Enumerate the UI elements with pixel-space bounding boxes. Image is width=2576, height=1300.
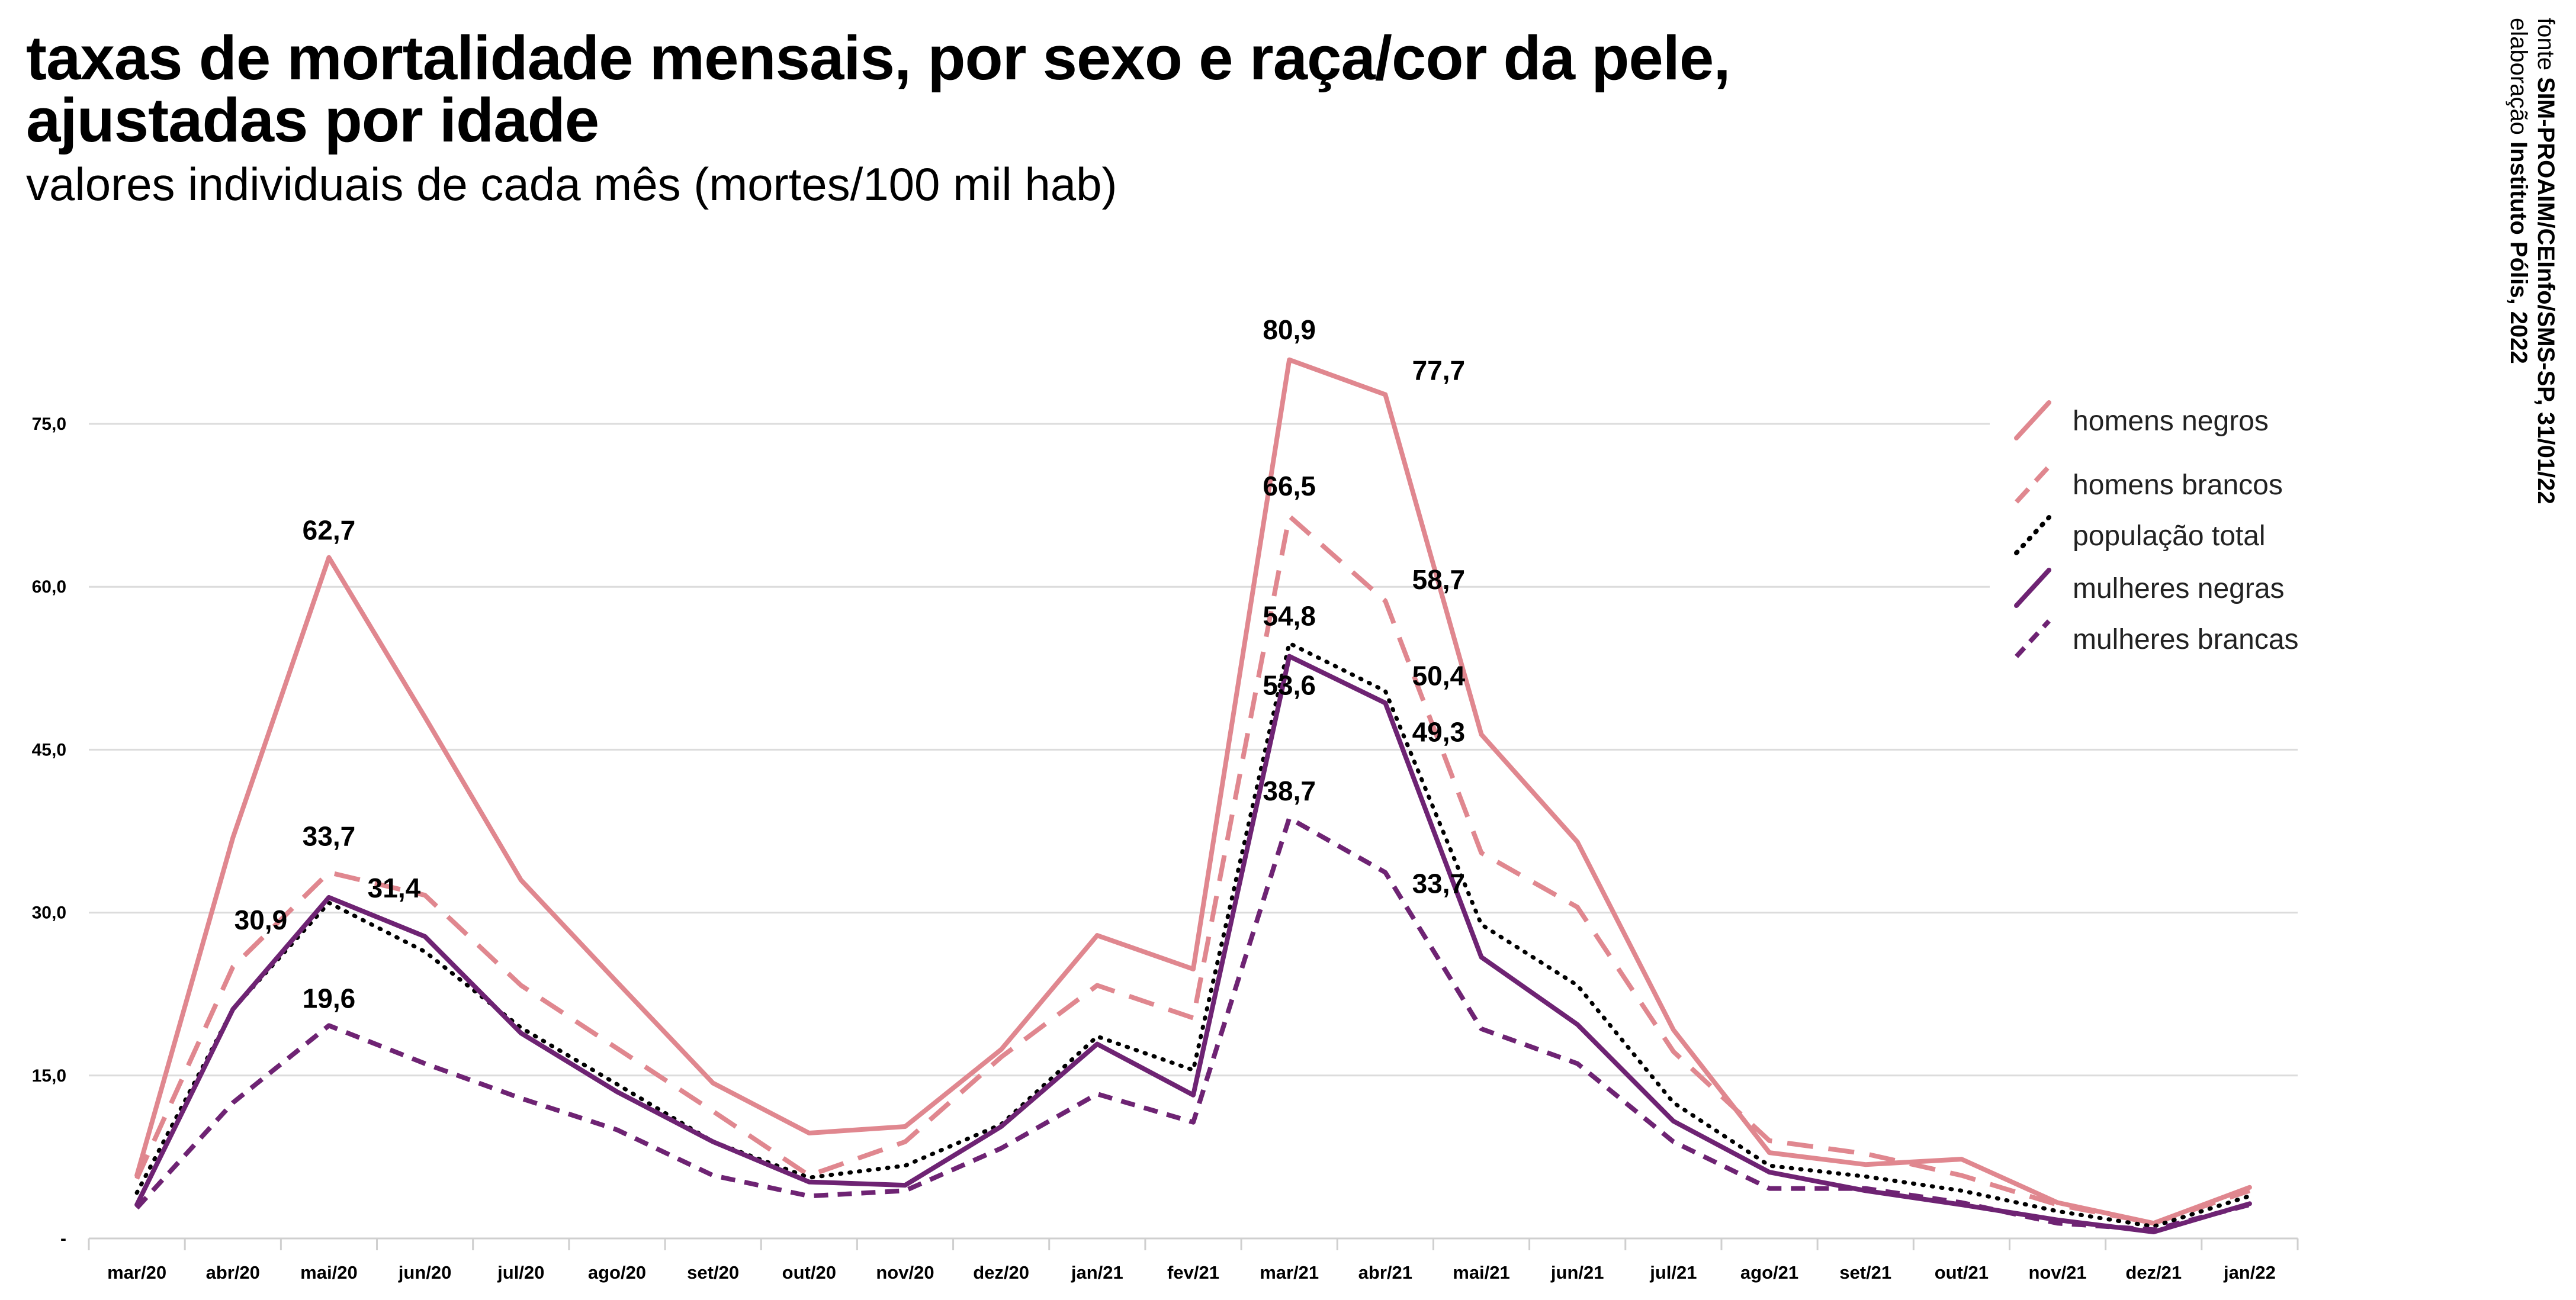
data-label: 38,7 <box>1263 776 1316 806</box>
x-tick-label: mai/21 <box>1453 1262 1510 1283</box>
legend-label: população total <box>2073 520 2266 552</box>
x-tick-label: abr/20 <box>206 1262 260 1283</box>
chart-subtitle: valores individuais de cada mês (mortes/… <box>26 158 1117 210</box>
x-tick-label: mar/20 <box>107 1262 166 1283</box>
title-line-2: ajustadas por idade <box>26 86 599 155</box>
legend: homens negros homens brancos população tot… <box>2014 400 2299 658</box>
legend-label: mulheres brancas <box>2073 624 2299 655</box>
series-line-homens-brancos <box>134 513 2251 1226</box>
y-axis: - 15,0 30,0 45,0 60,0 75,0 <box>32 414 66 1248</box>
x-tick-label: mai/20 <box>300 1262 358 1283</box>
x-tick-label: nov/20 <box>876 1262 934 1283</box>
data-label: 62,7 <box>303 515 356 546</box>
data-label: 77,7 <box>1412 355 1466 385</box>
credit-value: Instituto Pólis, 2022 <box>2506 141 2532 364</box>
legend-label: homens brancos <box>2073 469 2283 501</box>
x-tick-label: set/21 <box>1839 1262 1891 1283</box>
source-value: SIM-PROAIM/CEInfo/SMS-SP, 31/01/22 <box>2533 77 2559 504</box>
x-tick-label: jan/22 <box>2223 1262 2276 1283</box>
series-lines <box>134 357 2252 1234</box>
x-tick-label: mar/21 <box>1260 1262 1319 1283</box>
legend-swatch <box>2014 400 2051 440</box>
x-tick-label: jun/21 <box>1550 1262 1604 1283</box>
x-tick-label: dez/21 <box>2125 1262 2182 1283</box>
data-label: 53,6 <box>1263 670 1316 701</box>
x-tick-label: out/21 <box>1935 1262 1989 1283</box>
y-tick-label: 60,0 <box>32 577 66 597</box>
x-tick-label: dez/20 <box>973 1262 1029 1283</box>
data-label: 19,6 <box>303 983 356 1013</box>
legend-label: mulheres negras <box>2073 573 2285 604</box>
data-label: 33,7 <box>303 821 356 852</box>
legend-swatch <box>2015 465 2051 504</box>
data-label: 66,5 <box>1263 471 1316 501</box>
legend-label: homens negros <box>2073 406 2269 437</box>
data-label: 31,4 <box>368 873 421 903</box>
x-tick-label: jan/21 <box>1071 1262 1123 1283</box>
series-line-mulheres-brancas <box>135 816 2250 1233</box>
x-tick-label: set/20 <box>687 1262 739 1283</box>
x-tick-label: nov/21 <box>2028 1262 2086 1283</box>
data-label: 30,9 <box>235 905 288 935</box>
source-line: fonte SIM-PROAIM/CEInfo/SMS-SP, 31/01/22 <box>2532 18 2559 504</box>
series-line-homens-negros <box>134 357 2252 1226</box>
y-tick-label: 30,0 <box>32 903 66 923</box>
legend-swatch <box>2014 515 2051 555</box>
x-tick-label: jul/20 <box>497 1262 544 1283</box>
x-tick-label: out/20 <box>782 1262 836 1283</box>
x-tick-label: abr/21 <box>1358 1262 1412 1283</box>
chart-title: taxas de mortalidade mensais, por sexo e… <box>26 27 1730 152</box>
x-tick-label: ago/20 <box>588 1262 646 1283</box>
series-line-mulheres-negras <box>134 654 2252 1234</box>
x-tick-label: jun/20 <box>398 1262 452 1283</box>
title-line-1: taxas de mortalidade mensais, por sexo e… <box>26 24 1730 93</box>
source-label: fonte <box>2533 18 2559 70</box>
y-tick-label: 15,0 <box>32 1066 66 1086</box>
y-tick-label: - <box>60 1229 66 1248</box>
y-tick-label: 45,0 <box>32 740 66 760</box>
data-label: 49,3 <box>1412 717 1466 748</box>
data-labels: 62,7 33,7 31,4 30,9 19,6 80,9 66,5 54,8 53,6 38,7… <box>235 314 1466 1014</box>
x-tick-label: ago/21 <box>1740 1262 1798 1283</box>
data-label: 54,8 <box>1263 601 1316 632</box>
gridlines <box>89 423 2298 1077</box>
legend-swatch <box>2015 619 2051 658</box>
x-tick-label: fev/21 <box>1167 1262 1219 1283</box>
data-label: 33,7 <box>1412 868 1466 899</box>
data-label: 80,9 <box>1263 314 1316 345</box>
y-tick-label: 75,0 <box>32 414 66 434</box>
legend-swatch <box>2014 568 2051 608</box>
source-credits: fonte SIM-PROAIM/CEInfo/SMS-SP, 31/01/22… <box>2505 18 2559 504</box>
credit-line: elaboração Instituto Pólis, 2022 <box>2505 18 2532 504</box>
x-axis: mar/20 abr/20 mai/20 jun/20 jul/20 ago/20 set/… <box>88 1237 2299 1283</box>
series-line-população-total <box>134 641 2252 1229</box>
data-label: 50,4 <box>1412 660 1466 691</box>
x-tick-label: jul/21 <box>1649 1262 1697 1283</box>
data-label: 58,7 <box>1412 564 1466 595</box>
credit-label: elaboração <box>2506 18 2532 135</box>
